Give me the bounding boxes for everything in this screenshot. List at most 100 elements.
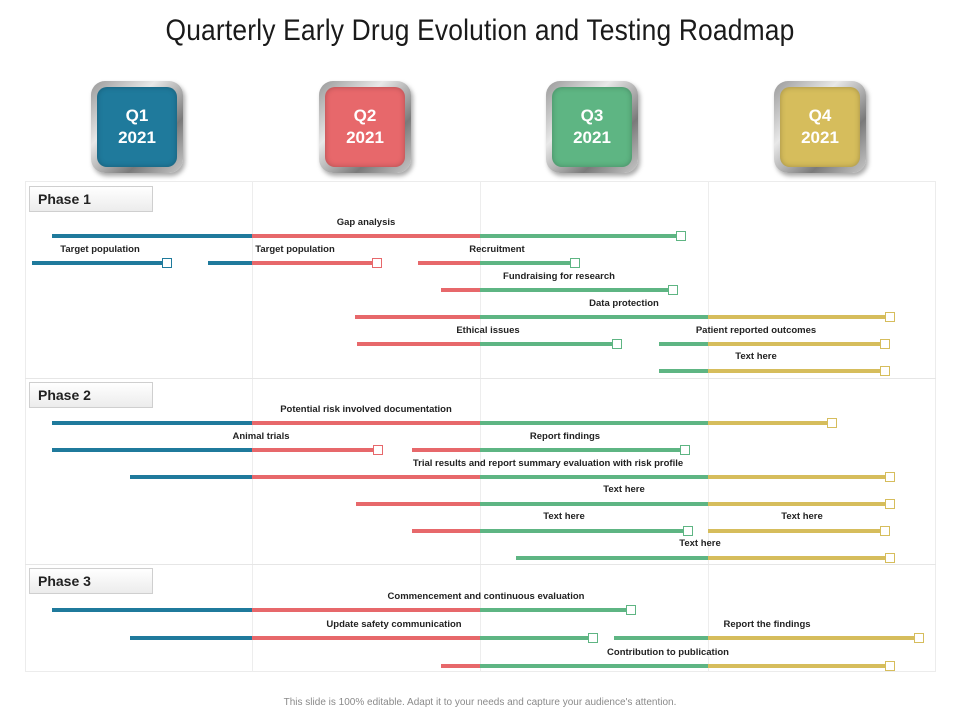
- task-bar-segment: [480, 315, 708, 319]
- phase-2-header: Phase 2: [29, 382, 153, 408]
- task-bar-segment: [130, 475, 252, 479]
- task-label: Potential risk involved documentation: [280, 404, 452, 415]
- task-bar-segment: [252, 636, 480, 640]
- task-bar-segment: [480, 475, 708, 479]
- task-label: Text here: [735, 351, 777, 362]
- task-bar-segment: [614, 636, 708, 640]
- quarter-year: 2021: [118, 128, 156, 147]
- task-bar-segment: [708, 342, 884, 346]
- task-bar-segment: [357, 342, 480, 346]
- task-bar-segment: [252, 475, 480, 479]
- task-label: Animal trials: [232, 431, 290, 442]
- footer-note: This slide is 100% editable. Adapt it to…: [283, 697, 677, 708]
- task-bar-segment: [708, 421, 831, 425]
- quarter-box-q3: Q3 2021: [546, 81, 638, 173]
- task-label: Patient reported outcomes: [695, 325, 817, 336]
- quarter-year: 2021: [573, 128, 611, 147]
- task-bar-segment: [52, 608, 252, 612]
- quarter-divider: [708, 181, 709, 672]
- quarter-box-q1: Q1 2021: [91, 81, 183, 173]
- quarter-divider: [480, 181, 481, 672]
- task-bar-segment: [708, 369, 884, 373]
- task-end-marker: [880, 366, 890, 376]
- task-bar-segment: [708, 556, 889, 560]
- task-bar-segment: [659, 342, 708, 346]
- task-bar-segment: [252, 448, 377, 452]
- task-bar-segment: [52, 234, 252, 238]
- task-end-marker: [885, 472, 895, 482]
- task-label: Recruitment: [469, 244, 525, 255]
- task-end-marker: [880, 526, 890, 536]
- task-bar-segment: [441, 664, 480, 668]
- quarter-label: Q3: [580, 106, 604, 125]
- task-end-marker: [885, 312, 895, 322]
- task-end-marker: [914, 633, 924, 643]
- task-end-marker: [612, 339, 622, 349]
- task-label: Data protection: [589, 298, 659, 309]
- task-label: Trial results and report summary evaluat…: [412, 458, 684, 469]
- quarter-year: 2021: [801, 128, 839, 147]
- task-bar-segment: [32, 261, 166, 265]
- task-bar-segment: [480, 421, 708, 425]
- task-bar-segment: [480, 234, 680, 238]
- task-bar-segment: [480, 502, 708, 506]
- page-title: Quarterly Early Drug Evolution and Testi…: [165, 14, 795, 47]
- task-end-marker: [880, 339, 890, 349]
- task-bar-segment: [516, 556, 708, 560]
- task-end-marker: [885, 661, 895, 671]
- task-bar-segment: [480, 608, 630, 612]
- task-bar-segment: [52, 448, 252, 452]
- task-label: Gap analysis: [336, 217, 396, 228]
- task-bar-segment: [708, 502, 889, 506]
- quarter-divider: [252, 181, 253, 672]
- task-label: Target population: [60, 244, 140, 255]
- task-label: Target population: [255, 244, 335, 255]
- task-end-marker: [827, 418, 837, 428]
- task-end-marker: [668, 285, 678, 295]
- task-bar-segment: [208, 261, 252, 265]
- quarter-year: 2021: [346, 128, 384, 147]
- task-bar-segment: [659, 369, 708, 373]
- task-bar-segment: [252, 234, 480, 238]
- task-end-marker: [570, 258, 580, 268]
- task-end-marker: [588, 633, 598, 643]
- task-label: Report the findings: [723, 619, 811, 630]
- task-bar-segment: [418, 261, 480, 265]
- task-bar-segment: [480, 261, 574, 265]
- phase-divider: [25, 378, 936, 379]
- task-end-marker: [626, 605, 636, 615]
- task-label: Update safety communication: [326, 619, 462, 630]
- task-bar-segment: [480, 448, 684, 452]
- task-bar-segment: [252, 608, 480, 612]
- task-bar-segment: [252, 261, 376, 265]
- task-label: Fundraising for research: [503, 271, 615, 282]
- task-end-marker: [885, 553, 895, 563]
- task-bar-segment: [480, 288, 672, 292]
- task-end-marker: [683, 526, 693, 536]
- task-end-marker: [676, 231, 686, 241]
- task-bar-segment: [708, 475, 889, 479]
- task-label: Text here: [679, 538, 721, 549]
- task-bar-segment: [52, 421, 252, 425]
- task-bar-segment: [480, 529, 687, 533]
- task-bar-segment: [480, 342, 616, 346]
- task-bar-segment: [708, 315, 889, 319]
- task-end-marker: [373, 445, 383, 455]
- task-bar-segment: [356, 502, 480, 506]
- task-label: Text here: [603, 484, 645, 495]
- task-label: Contribution to publication: [607, 647, 729, 658]
- quarter-label: Q4: [808, 106, 832, 125]
- task-label: Commencement and continuous evaluation: [387, 591, 585, 602]
- task-bar-segment: [441, 288, 480, 292]
- task-bar-segment: [708, 664, 889, 668]
- task-end-marker: [885, 499, 895, 509]
- task-bar-segment: [480, 636, 592, 640]
- task-bar-segment: [252, 421, 480, 425]
- task-label: Ethical issues: [456, 325, 520, 336]
- phase-3-header: Phase 3: [29, 568, 153, 594]
- task-bar-segment: [412, 529, 480, 533]
- task-bar-segment: [130, 636, 252, 640]
- quarter-label: Q1: [125, 106, 149, 125]
- task-end-marker: [680, 445, 690, 455]
- task-end-marker: [162, 258, 172, 268]
